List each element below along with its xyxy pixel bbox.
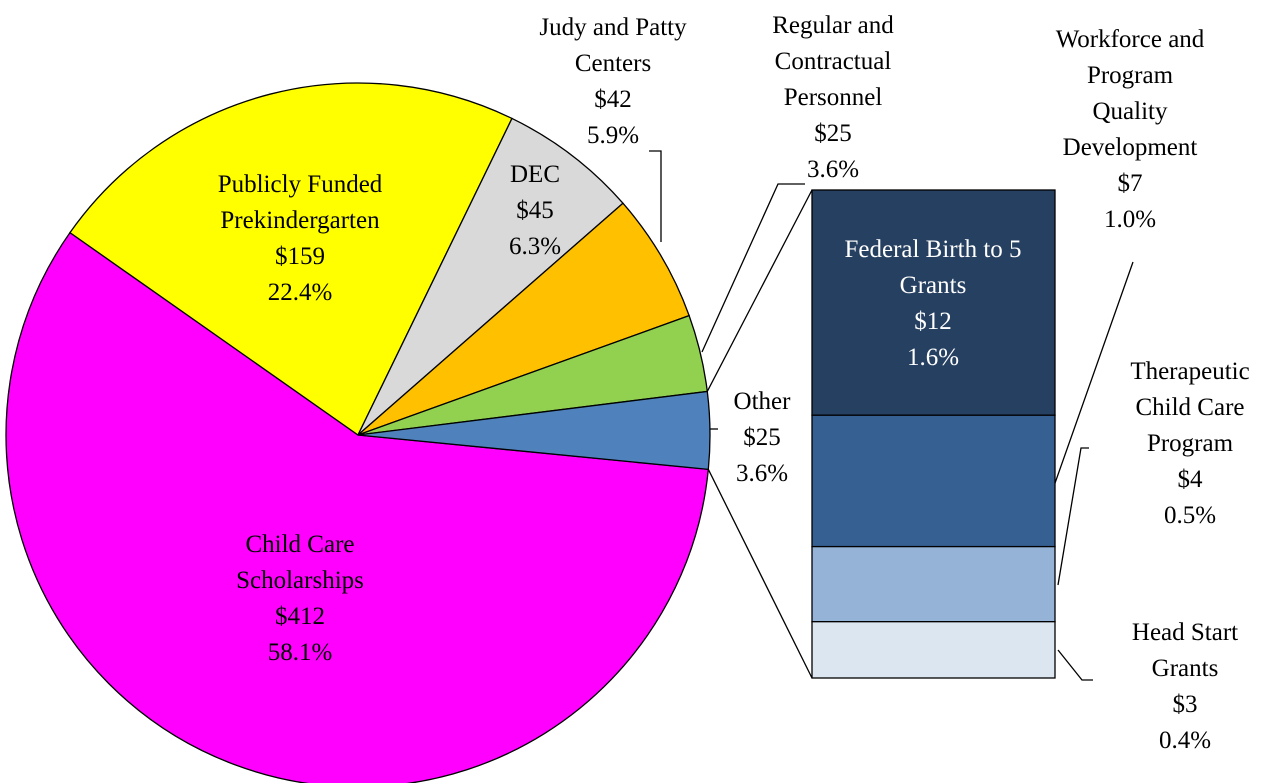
data-label: Publicly Funded Prekindergarten $159 22.4% <box>180 167 420 311</box>
label-line: 1.0% <box>1103 206 1157 233</box>
label-line: Publicly Funded Prekindergarten <box>217 171 383 234</box>
bar-segment <box>811 545 1056 623</box>
label-line: $25 <box>743 424 781 451</box>
data-label: Federal Birth to 5 Grants $12 1.6% <box>813 232 1053 376</box>
pie-slice <box>357 202 690 436</box>
bar-segment <box>811 189 1056 416</box>
data-label: Workforce and Program Quality Developmen… <box>1048 22 1212 238</box>
leader-line <box>1057 649 1093 681</box>
connector-line <box>707 469 813 679</box>
data-label: Judy and Patty Centers $42 5.9% <box>513 10 713 154</box>
data-label: Head Start Grants $3 0.4% <box>1120 615 1250 759</box>
label-line: 5.9% <box>586 122 640 149</box>
pie <box>5 82 711 783</box>
data-label: Therapeutic Child Care Program $4 0.5% <box>1115 354 1265 534</box>
leader-line <box>649 150 662 242</box>
label-line: Head Start Grants <box>1131 619 1239 682</box>
bar <box>811 189 1056 679</box>
label-line: 22.4% <box>267 279 333 306</box>
label-line: Regular and Contractual Personnel <box>772 12 894 111</box>
label-line: 58.1% <box>267 639 333 666</box>
data-label: Regular and Contractual Personnel $25 3.6% <box>748 8 918 188</box>
pie-slice <box>5 231 710 783</box>
connector-line <box>706 189 813 392</box>
label-line: Federal Birth to 5 Grants <box>844 236 1022 299</box>
label-line: $45 <box>516 197 554 224</box>
label-line: 0.4% <box>1158 727 1212 754</box>
label-line: Other <box>733 388 791 415</box>
label-line: $4 <box>1177 466 1203 493</box>
leader-line <box>1041 261 1134 521</box>
label-line: DEC <box>510 161 560 188</box>
data-label: DEC $45 6.3% <box>495 157 575 265</box>
bar-segment <box>811 414 1056 548</box>
data-label: Child Care Scholarships $412 58.1% <box>190 527 410 671</box>
pie-slice <box>357 390 711 471</box>
label-line: $42 <box>594 86 632 113</box>
label-line: $7 <box>1117 170 1143 197</box>
data-label: Other $25 3.6% <box>717 384 807 492</box>
label-line: 3.6% <box>735 460 789 487</box>
leader-line <box>701 183 805 353</box>
label-line: $412 <box>275 603 325 630</box>
label-line: 0.5% <box>1163 502 1217 529</box>
label-line: $3 <box>1172 691 1198 718</box>
label-line: Workforce and Program Quality Developmen… <box>1055 26 1205 161</box>
bar-segment <box>811 621 1056 679</box>
leader-line <box>1057 447 1089 586</box>
label-line: Child Care Scholarships <box>236 531 364 594</box>
label-line: 6.3% <box>508 233 562 260</box>
label-line: 3.6% <box>806 156 860 183</box>
label-line: $159 <box>275 243 325 270</box>
label-line: $25 <box>814 120 852 147</box>
label-line: $12 <box>914 308 952 335</box>
pie-slice <box>69 82 513 436</box>
label-line: 1.6% <box>906 344 960 371</box>
label-line: Therapeutic Child Care Program <box>1130 358 1250 457</box>
label-line: Judy and Patty Centers <box>539 14 687 77</box>
pie-slice <box>357 117 624 436</box>
